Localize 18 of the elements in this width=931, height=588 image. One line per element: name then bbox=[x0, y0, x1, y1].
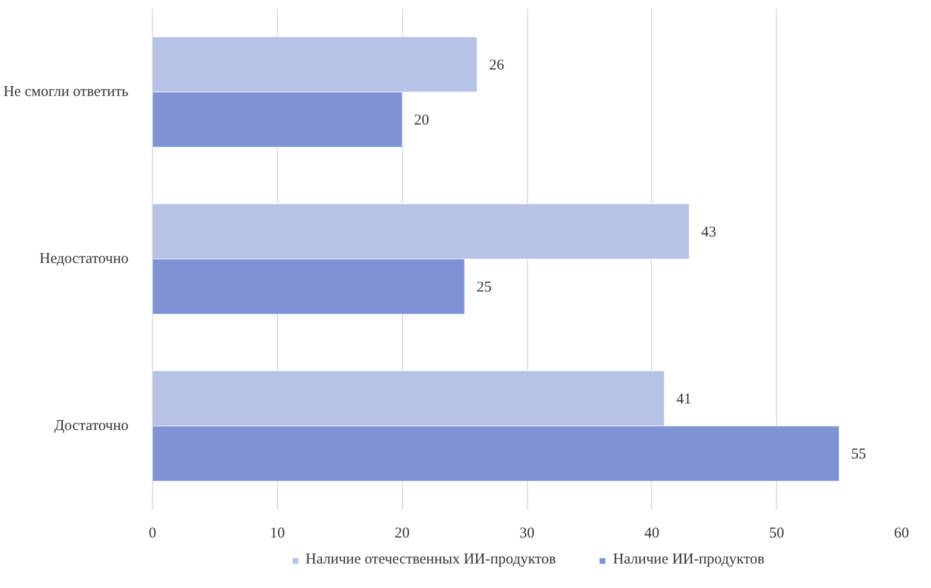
data-label: 55 bbox=[851, 446, 866, 463]
x-tick-label: 50 bbox=[769, 526, 784, 542]
y-tick-label: Не смогли ответить bbox=[3, 84, 129, 100]
data-label: 41 bbox=[676, 391, 692, 408]
data-label: 20 bbox=[414, 112, 430, 129]
x-tick-label: 40 bbox=[644, 526, 660, 542]
x-tick-label: 10 bbox=[270, 526, 285, 542]
legend-label: Наличие отечественных ИИ-продуктов bbox=[305, 552, 556, 568]
x-tick-label: 30 bbox=[520, 526, 534, 542]
y-tick-label: Достаточно bbox=[54, 418, 128, 434]
x-tick-label: 20 bbox=[394, 526, 410, 542]
x-tick-label: 60 bbox=[894, 526, 909, 542]
data-label: 26 bbox=[489, 57, 505, 74]
data-label: 25 bbox=[476, 280, 492, 296]
y-tick-label: Недостаточно bbox=[39, 251, 129, 267]
legend-label: Наличие ИИ-продуктов bbox=[612, 552, 765, 568]
x-tick-label: 0 bbox=[148, 526, 156, 542]
data-label: 43 bbox=[701, 224, 716, 240]
